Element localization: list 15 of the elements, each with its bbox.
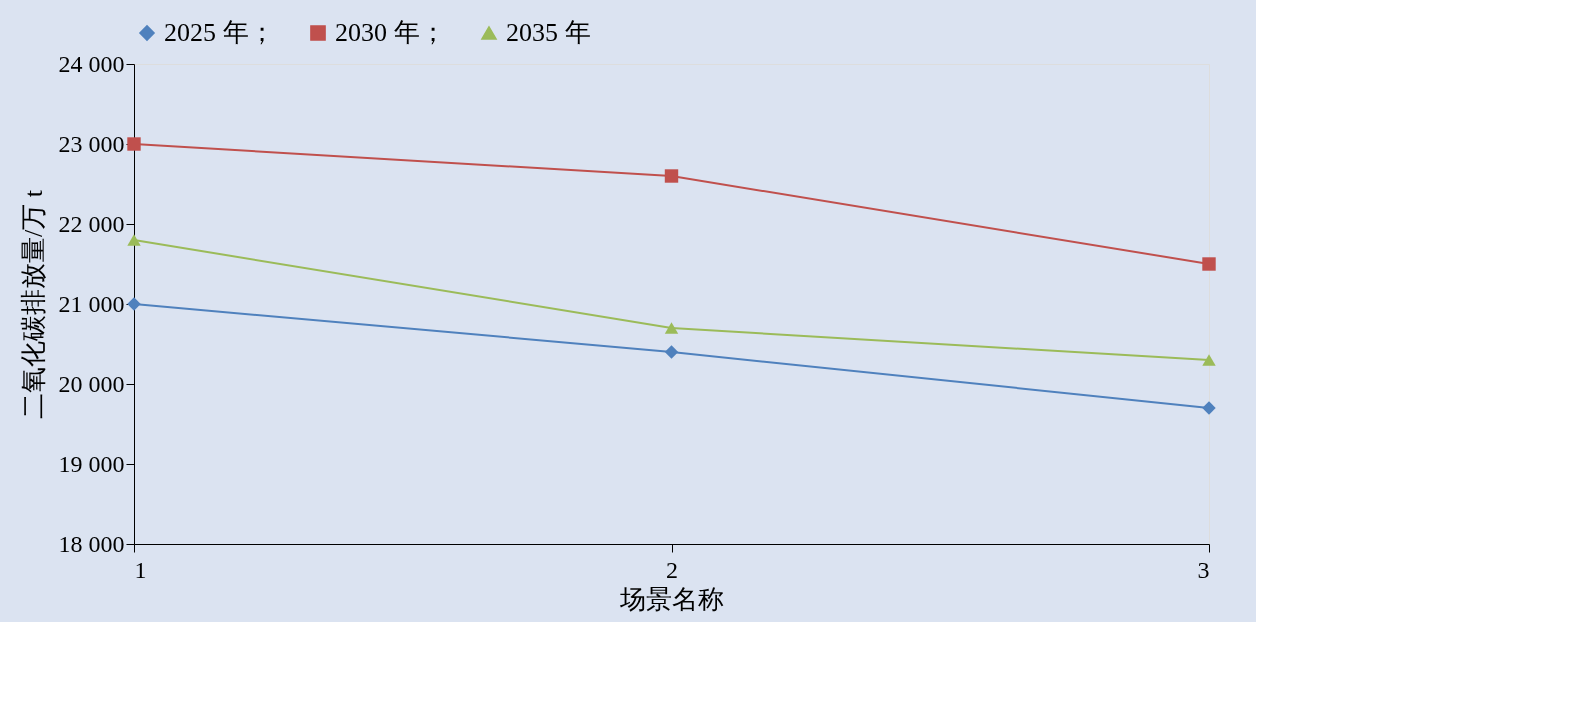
x-tick-label: 3 [1197,556,1210,583]
y-tick-label: 22 000 [58,210,125,237]
x-tick-label: 1 [134,556,147,583]
y-axis-title: 二氧化碳排放量/万 t [18,189,48,419]
y-tick-label: 18 000 [58,530,125,557]
y-tick-label: 23 000 [58,130,125,157]
legend-label: 2035 年 [506,18,591,47]
x-axis-title: 场景名称 [619,584,724,614]
x-tick-label: 2 [666,556,678,583]
y-tick-label: 20 000 [58,370,125,397]
legend-label: 2030 年； [335,18,446,47]
legend-label: 2025 年； [164,18,275,47]
y-tick-label: 24 000 [58,50,125,77]
y-tick-label: 19 000 [58,450,125,477]
y-tick-label: 21 000 [58,290,125,317]
